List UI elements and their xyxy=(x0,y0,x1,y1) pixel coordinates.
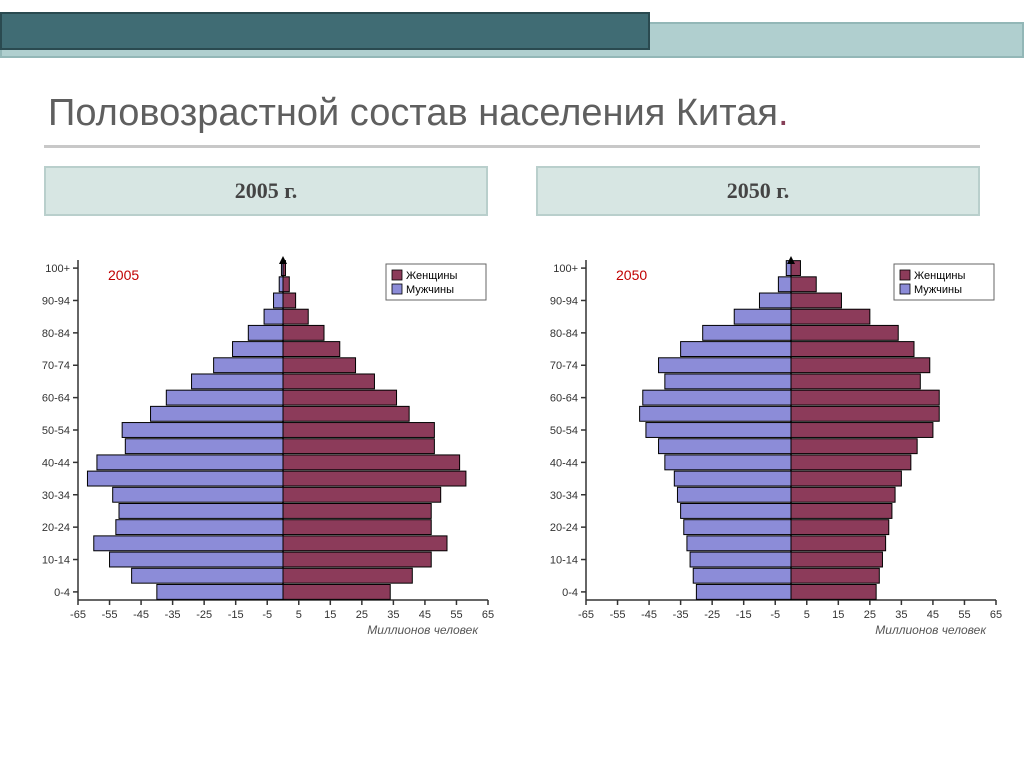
header-stripe-dark xyxy=(0,12,650,50)
svg-text:-15: -15 xyxy=(228,609,244,621)
pyramid-2005: -65-55-45-35-25-15-551525354555650-410-1… xyxy=(18,240,498,660)
svg-text:10-14: 10-14 xyxy=(42,555,70,567)
svg-text:60-64: 60-64 xyxy=(42,393,70,405)
svg-text:60-64: 60-64 xyxy=(550,393,578,405)
svg-text:100+: 100+ xyxy=(45,263,70,275)
svg-text:90-94: 90-94 xyxy=(550,295,578,307)
svg-text:-25: -25 xyxy=(196,609,212,621)
charts-row: -65-55-45-35-25-15-551525354555650-410-1… xyxy=(0,216,1024,660)
svg-text:-65: -65 xyxy=(578,609,594,621)
svg-text:-55: -55 xyxy=(102,609,118,621)
svg-text:15: 15 xyxy=(832,609,844,621)
svg-text:20-24: 20-24 xyxy=(42,522,70,534)
svg-text:2005: 2005 xyxy=(108,267,139,283)
year-box-2005: 2005 г. xyxy=(44,166,488,216)
year-label-row: 2005 г. 2050 г. xyxy=(0,148,1024,216)
svg-text:55: 55 xyxy=(958,609,970,621)
pyramid-svg-2050: -65-55-45-35-25-15-551525354555650-410-1… xyxy=(526,240,1006,660)
svg-text:25: 25 xyxy=(356,609,368,621)
svg-text:-35: -35 xyxy=(165,609,181,621)
svg-text:80-84: 80-84 xyxy=(42,328,70,340)
pyramid-svg-2005: -65-55-45-35-25-15-551525354555650-410-1… xyxy=(18,240,498,660)
svg-text:-45: -45 xyxy=(641,609,657,621)
svg-text:-35: -35 xyxy=(673,609,689,621)
svg-text:-5: -5 xyxy=(770,609,780,621)
year-box-2050: 2050 г. xyxy=(536,166,980,216)
svg-text:45: 45 xyxy=(419,609,431,621)
svg-text:Миллионов человек: Миллионов человек xyxy=(367,623,479,637)
svg-text:Женщины: Женщины xyxy=(406,270,457,282)
svg-text:65: 65 xyxy=(990,609,1002,621)
svg-text:Мужчины: Мужчины xyxy=(406,284,454,296)
svg-text:5: 5 xyxy=(296,609,302,621)
svg-text:30-34: 30-34 xyxy=(42,490,70,502)
svg-text:70-74: 70-74 xyxy=(550,360,578,372)
svg-text:65: 65 xyxy=(482,609,494,621)
svg-text:5: 5 xyxy=(804,609,810,621)
svg-text:Мужчины: Мужчины xyxy=(914,284,962,296)
svg-text:30-34: 30-34 xyxy=(550,490,578,502)
svg-text:20-24: 20-24 xyxy=(550,522,578,534)
svg-text:70-74: 70-74 xyxy=(42,360,70,372)
svg-text:-65: -65 xyxy=(70,609,86,621)
svg-text:35: 35 xyxy=(895,609,907,621)
svg-text:-25: -25 xyxy=(704,609,720,621)
svg-text:Миллионов человек: Миллионов человек xyxy=(875,623,987,637)
title-text: Половозрастной состав населения Китая xyxy=(48,92,778,134)
svg-text:45: 45 xyxy=(927,609,939,621)
svg-text:90-94: 90-94 xyxy=(42,295,70,307)
svg-text:50-54: 50-54 xyxy=(42,425,70,437)
svg-text:0-4: 0-4 xyxy=(54,587,70,599)
svg-text:-5: -5 xyxy=(262,609,272,621)
svg-text:40-44: 40-44 xyxy=(550,457,578,469)
svg-text:35: 35 xyxy=(387,609,399,621)
header-band xyxy=(0,0,1024,62)
svg-text:2050: 2050 xyxy=(616,267,647,283)
pyramid-2050: -65-55-45-35-25-15-551525354555650-410-1… xyxy=(526,240,1006,660)
svg-text:-15: -15 xyxy=(736,609,752,621)
svg-text:10-14: 10-14 xyxy=(550,555,578,567)
svg-text:0-4: 0-4 xyxy=(562,587,578,599)
svg-text:50-54: 50-54 xyxy=(550,425,578,437)
svg-text:100+: 100+ xyxy=(553,263,578,275)
svg-text:40-44: 40-44 xyxy=(42,457,70,469)
svg-text:-45: -45 xyxy=(133,609,149,621)
svg-text:-55: -55 xyxy=(610,609,626,621)
svg-text:Женщины: Женщины xyxy=(914,270,965,282)
svg-text:15: 15 xyxy=(324,609,336,621)
svg-text:80-84: 80-84 xyxy=(550,328,578,340)
svg-text:55: 55 xyxy=(450,609,462,621)
svg-text:25: 25 xyxy=(864,609,876,621)
title-accent: . xyxy=(778,92,789,134)
slide-title: Половозрастной состав населения Китая. xyxy=(0,62,1024,143)
